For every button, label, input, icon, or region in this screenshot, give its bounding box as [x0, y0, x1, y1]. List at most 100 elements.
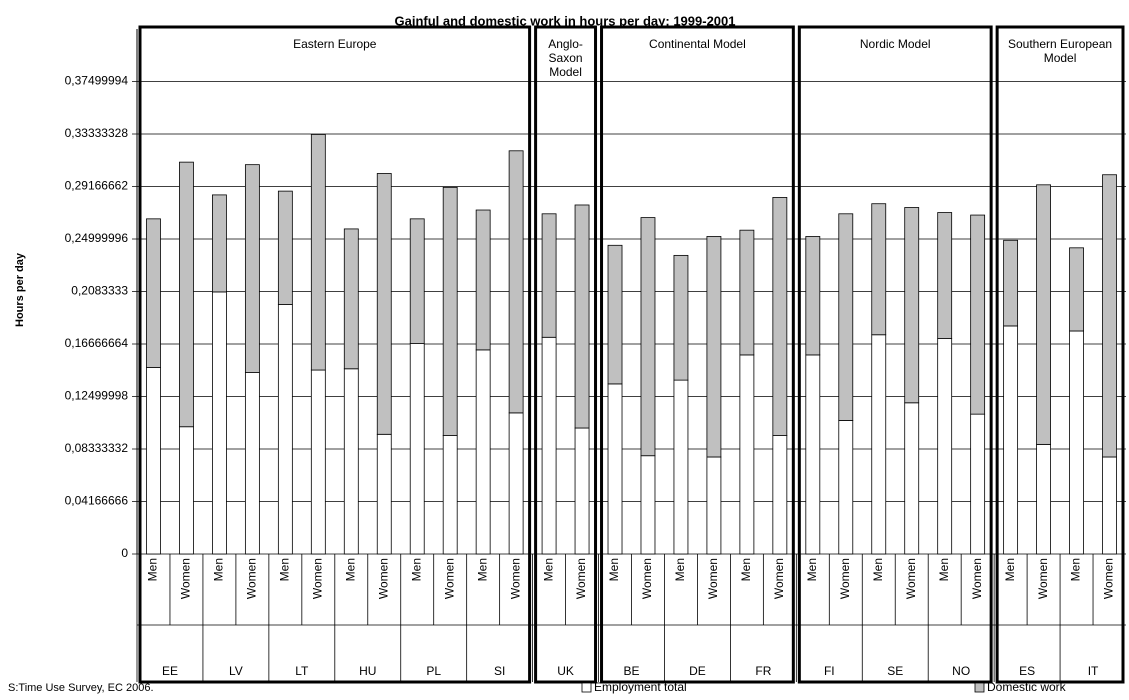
group-label: Southern European Model: [1008, 37, 1113, 65]
bar-segment: [442, 435, 458, 555]
country-label: SE: [887, 664, 903, 678]
country-label: NO: [952, 664, 970, 678]
bar-segment: [376, 433, 392, 555]
bar-segment: [673, 254, 689, 381]
legend-label: Domestic work: [987, 680, 1067, 694]
bar-segment: [871, 334, 887, 555]
y-tick-label: 0,12499998: [65, 389, 129, 403]
country-label: HU: [359, 664, 376, 678]
bar-segment: [212, 194, 227, 293]
legend-swatch: [581, 682, 592, 693]
bar-segment: [442, 186, 458, 436]
bar-segment: [706, 456, 722, 555]
bar-segment: [508, 150, 524, 414]
bar-segment: [772, 435, 788, 555]
x-tick-label: Women: [838, 558, 852, 599]
group-box: [995, 25, 1125, 684]
bar-segment: [970, 214, 986, 415]
bar-segment: [871, 203, 887, 336]
x-tick-label: Men: [607, 558, 621, 581]
x-tick-label: Men: [805, 558, 819, 581]
bar-segment: [706, 236, 722, 458]
country-label: UK: [557, 664, 574, 678]
bar-segment: [409, 218, 425, 344]
bar-segment: [838, 213, 854, 421]
bar-segment: [277, 304, 293, 555]
bar-segment: [146, 367, 161, 555]
bar-segment: [179, 426, 194, 555]
bar-segment: [310, 369, 326, 555]
country-label: DE: [689, 664, 706, 678]
bar-segment: [805, 354, 821, 555]
x-tick-label: Men: [1003, 558, 1017, 581]
x-tick-label: Women: [376, 558, 390, 599]
x-tick-label: Women: [772, 558, 786, 599]
bar-segment: [1036, 184, 1051, 445]
x-tick-label: Women: [310, 558, 324, 599]
bar-segment: [475, 209, 491, 351]
bar-segment: [541, 336, 557, 555]
y-tick-label: 0,16666664: [65, 336, 129, 350]
group-box: [534, 25, 598, 684]
bar-segment: [574, 204, 590, 429]
bar-segment: [739, 229, 755, 356]
bar-segment: [146, 218, 161, 368]
y-tick-label: 0,33333328: [65, 126, 129, 140]
bar-segment: [838, 420, 854, 555]
x-tick-label: Women: [706, 558, 720, 599]
group-box: [600, 25, 795, 684]
x-tick-label: Men: [278, 558, 292, 581]
bar-segment: [1003, 239, 1019, 327]
x-tick-label: Women: [970, 558, 984, 599]
bar-segment: [343, 228, 359, 370]
x-tick-label: Women: [904, 558, 918, 599]
bar-segment: [937, 338, 953, 555]
bar-segment: [574, 427, 590, 555]
bar-segment: [1069, 330, 1084, 555]
x-tick-label: Men: [673, 558, 687, 581]
bar-segment: [805, 236, 821, 356]
bar-segment: [244, 164, 260, 373]
y-tick-label: 0,29166662: [65, 179, 129, 193]
y-tick-label: 0,2083333: [71, 284, 128, 298]
legend-swatch: [974, 682, 985, 693]
x-tick-label: Women: [508, 558, 522, 599]
x-tick-label: Women: [574, 558, 588, 599]
group-box: [797, 25, 993, 684]
bar-segment: [640, 217, 656, 457]
x-tick-label: Men: [871, 558, 885, 581]
bar-segment: [475, 349, 491, 555]
x-tick-label: Men: [409, 558, 423, 581]
country-label: IT: [1088, 664, 1099, 678]
x-tick-label: Men: [146, 558, 160, 581]
x-tick-label: Women: [179, 558, 193, 599]
country-label: FR: [755, 664, 771, 678]
country-label: PL: [426, 664, 441, 678]
bar-segment: [772, 197, 788, 436]
chart-title: Gainful and domestic work in hours per d…: [395, 13, 736, 28]
x-tick-label: Men: [1069, 558, 1083, 581]
x-tick-label: Men: [343, 558, 357, 581]
group-box: [138, 25, 532, 684]
x-tick-label: Men: [937, 558, 951, 581]
y-tick-label: 0,08333332: [65, 441, 129, 455]
y-axis-label: Hours per day: [14, 252, 26, 327]
country-label: ES: [1019, 664, 1035, 678]
bar-segment: [376, 173, 392, 435]
x-tick-label: Women: [245, 558, 259, 599]
bar-segment: [179, 161, 194, 428]
country-label: SI: [494, 664, 505, 678]
x-tick-label: Men: [541, 558, 555, 581]
bar-segment: [409, 343, 425, 555]
bar-segment: [541, 213, 557, 338]
bar-segment: [739, 354, 755, 555]
bar-segment: [607, 383, 623, 555]
bar-segment: [673, 379, 689, 555]
group-label: Anglo-Saxon Model: [548, 37, 583, 79]
bar-segment: [277, 190, 293, 305]
x-tick-label: Women: [640, 558, 654, 599]
bar-segment: [640, 455, 656, 555]
group-label: Continental Model: [649, 37, 746, 51]
